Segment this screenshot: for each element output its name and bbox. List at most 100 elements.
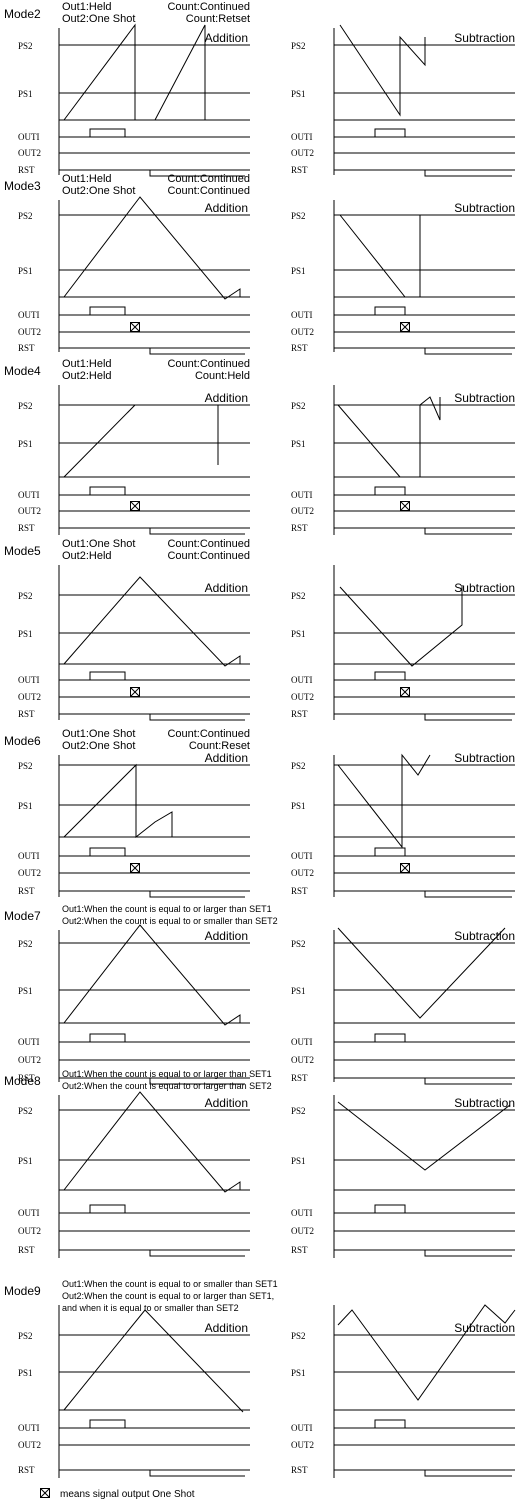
mode-out1-desc: Out1:Held	[62, 1, 112, 13]
ps2-label: PS2	[18, 939, 33, 949]
one-shot-marker	[400, 687, 410, 697]
subtraction-label: Subtraction	[454, 201, 515, 215]
out2-label: OUT2	[18, 1440, 41, 1450]
ps2-label: PS2	[291, 591, 306, 601]
addition-label: Addition	[205, 581, 248, 595]
ps1-label: PS1	[291, 986, 306, 996]
one-shot-marker	[130, 687, 140, 697]
rst-pulse	[334, 890, 512, 898]
ps2-label: PS2	[291, 1106, 306, 1116]
out1-label: OUTI	[18, 132, 40, 142]
out1-label: OUTI	[291, 1208, 313, 1218]
out1-pulse	[334, 306, 512, 316]
out1-label: OUTI	[18, 1208, 40, 1218]
one-shot-marker-cross	[400, 322, 410, 332]
one-shot-marker-cross	[400, 501, 410, 511]
mode-count1-desc: Count:Continued	[167, 728, 250, 740]
rst-label: RST	[291, 523, 308, 533]
out1-pulse	[334, 128, 512, 138]
rst-label: RST	[18, 1465, 35, 1475]
out1-pulse	[334, 1419, 512, 1429]
addition-label: Addition	[205, 1321, 248, 1335]
out1-label: OUTI	[18, 675, 40, 685]
out2-label: OUT2	[18, 148, 41, 158]
ps2-label: PS2	[18, 1106, 33, 1116]
rst-pulse	[59, 347, 245, 355]
count-ramp	[339, 24, 426, 117]
ps1-label: PS1	[18, 629, 33, 639]
rst-pulse	[334, 1249, 512, 1257]
rst-pulse	[59, 1469, 245, 1477]
addition-label: Addition	[205, 929, 248, 943]
mode-title: Mode8	[4, 1074, 41, 1088]
out2-label: OUT2	[291, 868, 314, 878]
out1-pulse	[59, 1033, 245, 1043]
mode-count2-desc: Count:Continued	[167, 185, 250, 197]
mode-out2-desc: Out2:Held	[62, 370, 112, 382]
subtraction-label: Subtraction	[454, 929, 515, 943]
rst-pulse	[334, 527, 512, 535]
mode-out2-desc: Out2:Held	[62, 550, 112, 562]
ps2-label: PS2	[291, 211, 306, 221]
timing-lines	[40, 23, 516, 1498]
rst-pulse	[59, 890, 245, 898]
mode-title: Mode2	[4, 7, 41, 21]
out2-label: OUT2	[291, 1226, 314, 1236]
out2-label: OUT2	[18, 1226, 41, 1236]
rst-label: RST	[291, 1245, 308, 1255]
ps1-label: PS1	[291, 89, 306, 99]
out2-label: OUT2	[291, 148, 314, 158]
count-ramp	[337, 753, 431, 849]
one-shot-marker	[400, 322, 410, 332]
rst-label: RST	[18, 1073, 35, 1083]
out1-label: OUTI	[291, 851, 313, 861]
count-ramp	[63, 1309, 244, 1413]
mode-count1-desc: Count:Continued	[167, 1, 250, 13]
out1-label: OUTI	[291, 310, 313, 320]
mode-out1-desc: Out1:Held	[62, 358, 112, 370]
count-ramp	[337, 1101, 511, 1171]
mode-title: Mode4	[4, 364, 41, 378]
ps1-label: PS1	[291, 629, 306, 639]
ps2-label: PS2	[291, 761, 306, 771]
addition-label: Addition	[205, 751, 248, 765]
rst-pulse	[59, 169, 245, 177]
out2-label: OUT2	[18, 1055, 41, 1065]
mode-out2-desc: Out2:One Shot	[62, 13, 135, 25]
count-ramp	[339, 214, 421, 298]
rst-label: RST	[291, 709, 308, 719]
addition-label: Addition	[205, 31, 248, 45]
rst-label: RST	[18, 165, 35, 175]
out2-label: OUT2	[291, 692, 314, 702]
out1-pulse	[59, 671, 245, 681]
rst-pulse	[334, 169, 512, 177]
out2-label: OUT2	[18, 327, 41, 337]
ps1-label: PS1	[291, 1368, 306, 1378]
count-ramp	[63, 404, 136, 478]
out1-pulse	[59, 847, 245, 857]
count-ramp	[63, 23, 235, 121]
rst-label: RST	[18, 343, 35, 353]
out1-label: OUTI	[291, 132, 313, 142]
rst-label: RST	[18, 1245, 35, 1255]
mode-out2-desc: Out2:When the count is equal to or small…	[62, 916, 278, 926]
rst-pulse	[59, 1249, 245, 1257]
mode-out2-desc: Out2:When the count is equal to or large…	[62, 1081, 272, 1091]
subtraction-label: Subtraction	[454, 581, 515, 595]
one-shot-marker-cross	[400, 863, 410, 873]
out2-label: OUT2	[291, 327, 314, 337]
ps2-label: PS2	[291, 939, 306, 949]
rst-pulse	[59, 713, 245, 721]
out1-pulse	[334, 847, 512, 857]
addition-label: Addition	[205, 391, 248, 405]
ps1-label: PS1	[18, 801, 33, 811]
out1-label: OUTI	[18, 490, 40, 500]
count-ramp	[339, 585, 463, 667]
mode-out1-desc: Out1:One Shot	[62, 728, 135, 740]
addition-label: Addition	[205, 201, 248, 215]
ps1-label: PS1	[18, 89, 33, 99]
mode-out2-desc: Out2:When the count is equal to or large…	[62, 1291, 274, 1301]
out1-label: OUTI	[291, 1037, 313, 1047]
mode-out2-desc-cont: and when it is equal to or smaller than …	[62, 1303, 239, 1313]
count-ramp	[63, 196, 241, 300]
